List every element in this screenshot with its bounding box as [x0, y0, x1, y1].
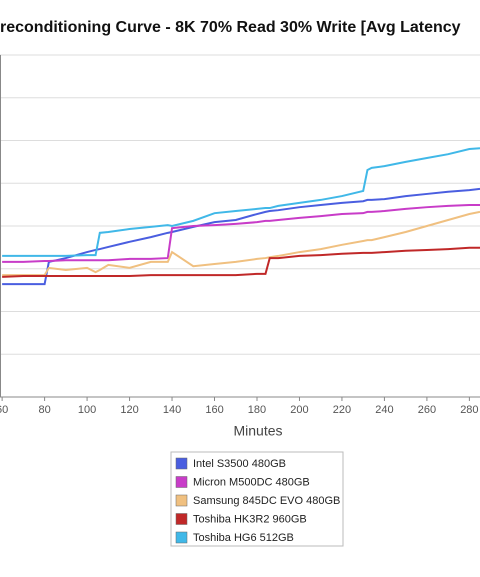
- legend-label: Intel S3500 480GB: [193, 458, 286, 470]
- series-line: [2, 187, 480, 286]
- x-axis-label: Minutes: [233, 423, 282, 439]
- x-tick-label: 240: [375, 404, 393, 416]
- x-tick-label: 180: [248, 404, 266, 416]
- legend-swatch: [175, 513, 188, 525]
- x-tick-label: 220: [333, 404, 351, 416]
- legend-box: [170, 451, 344, 547]
- legend-swatch: [175, 476, 188, 488]
- legend-label: Micron M500DC 480GB: [193, 476, 310, 488]
- x-tick-label: 100: [78, 404, 96, 416]
- x-tick-label: 280: [460, 404, 478, 416]
- series-line: [2, 246, 480, 278]
- chart-title: reconditioning Curve - 8K 70% Read 30% W…: [0, 19, 461, 36]
- x-tick-label: 160: [205, 404, 223, 416]
- legend-swatch: [175, 494, 188, 507]
- x-tick-label: 120: [120, 404, 138, 416]
- series-line: [2, 147, 480, 257]
- legend-swatch: [175, 531, 188, 544]
- x-tick-label: 60: [0, 404, 8, 416]
- x-tick-label: 200: [290, 404, 308, 416]
- series-line: [2, 210, 480, 277]
- legend-swatch: [175, 457, 188, 470]
- x-tick-label: 260: [418, 404, 436, 416]
- legend-label: Toshiba HG6 512GB: [193, 532, 294, 544]
- legend-label: Samsung 845DC EVO 480GB: [193, 495, 340, 507]
- series-line: [2, 204, 480, 263]
- legend-label: Toshiba HK3R2 960GB: [193, 513, 307, 525]
- x-tick-label: 140: [163, 404, 181, 416]
- x-tick-label: 80: [38, 404, 50, 416]
